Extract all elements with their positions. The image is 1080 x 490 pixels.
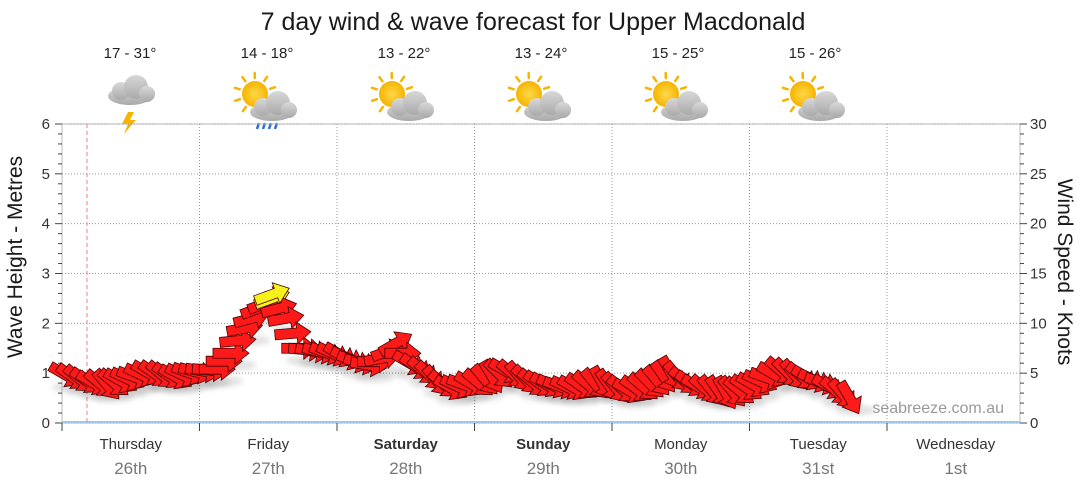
wind-arrows [47,282,862,415]
wind-arrow [253,282,290,306]
y-axis-right-label: Wind Speed - Knots [1053,179,1076,366]
temperature-range-label: 17 - 31° [104,45,157,62]
weather-icons [108,71,845,134]
day-date-label: 27th [252,459,285,478]
sun-rain-cloud-icon [233,71,297,130]
y-axis-right-ticks: 0 5 10 15 20 25 30 [1030,116,1047,432]
storm-cloud-icon [108,75,155,134]
y-right-tick-label: 20 [1030,216,1047,233]
partly-cloudy-icon [781,71,845,121]
y-right-tick-label: 25 [1030,166,1047,183]
day-date-label: 26th [114,459,147,478]
y-left-tick-label: 4 [42,216,50,233]
watermark: seabreeze.com.au [872,400,1004,417]
y-right-tick-label: 15 [1030,266,1047,283]
y-left-tick-label: 1 [42,365,50,382]
y-right-tick-label: 5 [1030,365,1038,382]
wind-arrow [266,306,305,330]
y-right-tick-label: 30 [1030,116,1047,133]
y-right-tick-label: 10 [1030,315,1047,332]
y-left-tick-label: 2 [42,315,50,332]
day-name-label: Saturday [374,436,439,453]
partly-cloudy-icon [644,71,708,121]
y-left-tick-label: 5 [42,166,50,183]
day-name-label: Tuesday [790,436,847,453]
day-name-label: Wednesday [916,436,995,453]
day-name-label: Sunday [516,436,571,453]
y-left-tick-label: 6 [42,116,50,133]
wind-arrow [835,379,862,415]
y-right-tick-label: 0 [1030,415,1038,432]
lightning-icon [122,112,136,134]
day-name-label: Friday [247,436,289,453]
x-axis-day-labels: Thursday 26th Friday 27th Saturday 28th Sunday… [99,436,995,478]
temperature-labels: 17 - 31° 14 - 18° 13 - 22° 13 - 24° 15 - 25°… [104,45,842,62]
y-axis-left-ticks: 0 1 2 3 4 5 6 [42,116,50,432]
chart-title: 7 day wind & wave forecast for Upper Mac… [261,8,806,36]
temperature-range-label: 13 - 22° [378,45,431,62]
temperature-range-label: 13 - 24° [515,45,568,62]
partly-cloudy-icon [507,71,571,121]
day-date-label: 1st [944,459,967,478]
wind-arrow [219,328,257,353]
wind-arrow [212,341,250,366]
temperature-range-label: 15 - 25° [652,45,705,62]
day-date-label: 30th [664,459,697,478]
temperature-range-label: 15 - 26° [789,45,842,62]
y-axis-left-label: Wave Height - Metres [4,156,27,358]
day-name-label: Monday [654,436,708,453]
partly-cloudy-icon [370,71,434,121]
day-date-label: 28th [389,459,422,478]
y-left-tick-label: 0 [42,415,50,432]
temperature-range-label: 14 - 18° [241,45,294,62]
day-date-label: 29th [527,459,560,478]
y-left-tick-label: 3 [42,266,50,283]
day-date-label: 31st [802,459,834,478]
day-name-label: Thursday [99,436,162,453]
